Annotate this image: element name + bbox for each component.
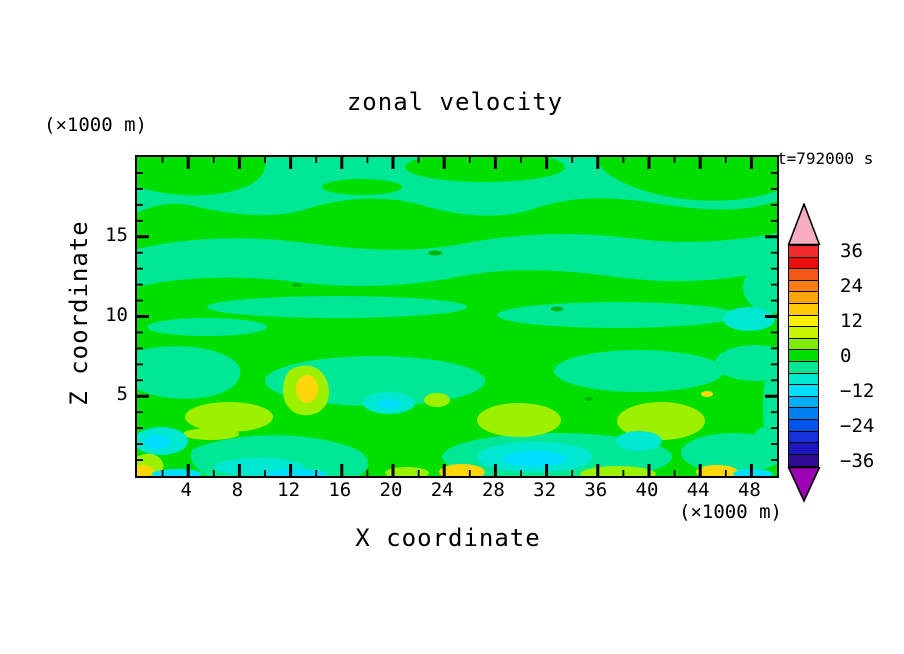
colorbar-tick-label: 36 xyxy=(840,239,863,262)
axis-ticks xyxy=(137,157,777,476)
x-tick-label: 32 xyxy=(533,479,557,501)
colorbar-tick-label: 0 xyxy=(840,345,852,367)
x-tick-label: 48 xyxy=(737,479,761,501)
colorbar-tick-label: −36 xyxy=(840,450,875,473)
colorbar-tick-label: −24 xyxy=(840,415,875,438)
x-axis-title: X coordinate xyxy=(355,524,541,552)
x-tick-label: 28 xyxy=(481,479,505,501)
x-tick-labels: 4 8 12 16 20 24 28 32 36 40 44 48 xyxy=(135,479,775,503)
x-tick-label: 40 xyxy=(635,479,659,501)
chartreuse-patches xyxy=(137,365,705,476)
x-tick-label: 24 xyxy=(430,479,454,501)
green-intrusions xyxy=(137,157,777,201)
colorbar-cells xyxy=(788,245,819,467)
gold-patches xyxy=(137,375,738,476)
z-tick-label: 15 xyxy=(105,223,128,246)
x-tick-label: 20 xyxy=(379,479,403,501)
time-annotation: t=792000 s xyxy=(777,149,874,168)
colorbar-over-arrow xyxy=(787,203,821,245)
x-tick-label: 16 xyxy=(328,479,352,501)
colorbar-tick-label: −12 xyxy=(840,380,875,403)
z-tick-labels: 5 10 15 xyxy=(88,155,128,474)
dark-green-specks xyxy=(292,250,593,401)
z-tick-label: 10 xyxy=(105,303,128,326)
colorbar: 36 24 12 0 −12 −24 −36 xyxy=(782,203,874,503)
cyan-patches xyxy=(144,399,773,476)
x-tick-label: 4 xyxy=(180,479,192,501)
z-axis-unit-label: (×1000 m) xyxy=(44,114,147,136)
colorbar-cell xyxy=(788,453,819,467)
turquoise-patches xyxy=(137,307,775,476)
colorbar-tick-label: 12 xyxy=(840,309,863,332)
x-tick-label: 12 xyxy=(277,479,301,501)
z-tick-label: 5 xyxy=(116,383,128,406)
contour-field xyxy=(137,157,777,476)
colorbar-tick-label: 24 xyxy=(840,274,863,297)
x-tick-label: 8 xyxy=(231,479,244,501)
x-tick-label: 44 xyxy=(686,479,710,501)
x-axis-unit-label: (×1000 m) xyxy=(679,501,782,523)
chart-title: zonal velocity xyxy=(346,88,564,116)
z-axis-title: Z coordinate xyxy=(65,220,93,406)
colorbar-under-arrow xyxy=(787,467,821,503)
plot-area xyxy=(135,155,779,478)
x-tick-label: 36 xyxy=(584,479,608,501)
